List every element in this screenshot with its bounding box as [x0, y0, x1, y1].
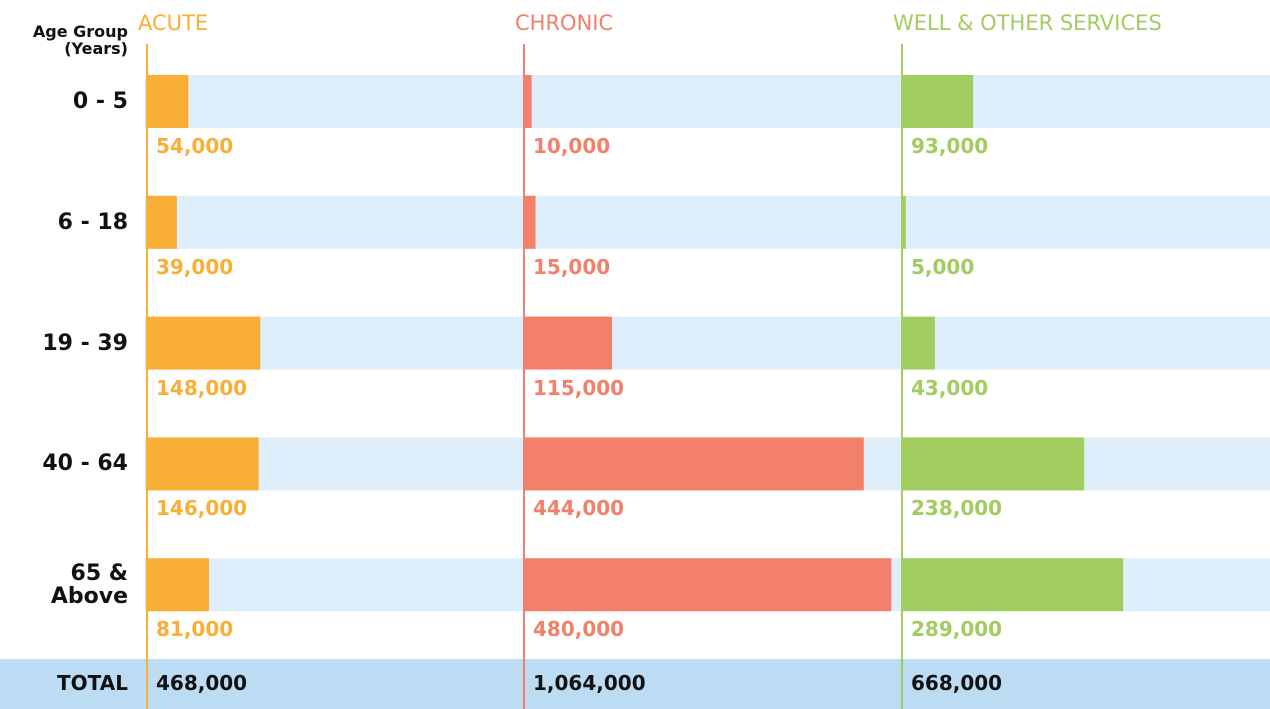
total-value: 468,000 — [156, 671, 248, 695]
bar — [902, 195, 906, 249]
value-label: 115,000 — [533, 375, 625, 400]
bar — [147, 316, 261, 370]
value-label: 444,000 — [533, 496, 625, 521]
bar — [524, 316, 613, 370]
bar — [902, 437, 1085, 491]
bar-background — [145, 316, 1270, 370]
category-label: 65 & Above — [50, 560, 128, 609]
value-label: 5,000 — [911, 254, 975, 279]
bar — [902, 558, 1124, 612]
category-label: 19 - 39 — [42, 330, 128, 356]
value-label: 146,000 — [156, 496, 248, 521]
bar — [147, 75, 189, 128]
bar — [902, 75, 974, 128]
bar — [524, 75, 532, 128]
total-band — [0, 659, 1270, 709]
value-label: 480,000 — [533, 617, 625, 642]
series-title: WELL & OTHER SERVICES — [893, 11, 1162, 35]
value-label: 15,000 — [533, 254, 611, 279]
bar — [902, 316, 935, 370]
value-label: 148,000 — [156, 375, 248, 400]
value-label: 238,000 — [911, 496, 1003, 521]
value-label: 289,000 — [911, 617, 1003, 642]
total-value: 668,000 — [911, 671, 1003, 695]
value-label: 39,000 — [156, 254, 234, 279]
bar — [524, 437, 864, 491]
value-label: 81,000 — [156, 617, 234, 642]
header: Age Group (Years) — [32, 22, 128, 58]
bar — [147, 195, 177, 249]
value-label: 10,000 — [533, 134, 611, 158]
total-value: 1,064,000 — [533, 671, 646, 695]
category-label: 0 - 5 — [72, 89, 128, 114]
bar-background — [145, 75, 1270, 128]
bar-background — [145, 195, 1270, 249]
value-label: 93,000 — [911, 134, 989, 158]
series-title: ACUTE — [138, 11, 209, 35]
bar — [524, 558, 892, 612]
series-title: CHRONIC — [515, 11, 614, 35]
bar — [524, 195, 536, 249]
value-label: 43,000 — [911, 375, 989, 400]
category-label: 6 - 18 — [57, 209, 128, 235]
value-label: 54,000 — [156, 134, 234, 158]
category-label: 40 - 64 — [42, 451, 128, 477]
bar — [147, 437, 259, 491]
bar — [147, 558, 209, 612]
total-title: TOTAL — [57, 671, 128, 695]
